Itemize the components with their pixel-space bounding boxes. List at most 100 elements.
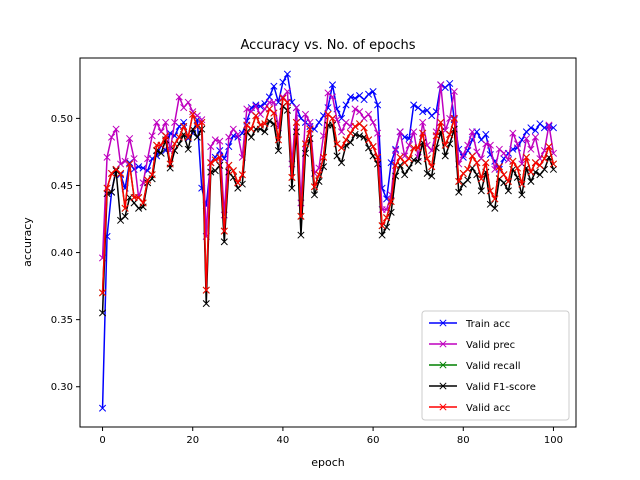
data-point — [211, 167, 219, 175]
data-point — [513, 164, 521, 172]
data-point — [540, 124, 548, 132]
y-tick-label: 0.40 — [51, 248, 73, 259]
data-point — [405, 164, 413, 172]
data-point — [283, 98, 291, 106]
data-point — [432, 132, 440, 140]
data-point — [477, 175, 485, 183]
data-point — [491, 204, 499, 212]
data-point — [423, 106, 431, 114]
data-point — [162, 118, 170, 126]
data-point — [234, 130, 242, 139]
data-point — [365, 144, 373, 152]
data-point — [243, 105, 251, 113]
data-point — [139, 199, 147, 207]
legend-label: Valid acc — [466, 403, 510, 414]
data-point — [328, 114, 337, 122]
data-point — [464, 141, 472, 149]
data-point — [392, 147, 400, 155]
data-point — [256, 110, 264, 118]
data-point — [527, 177, 535, 186]
data-point — [459, 151, 467, 159]
legend-item: Valid prec — [429, 340, 515, 351]
data-point — [423, 169, 431, 177]
data-point — [527, 145, 535, 153]
data-point — [360, 124, 368, 132]
data-point — [410, 156, 418, 164]
data-point — [135, 193, 143, 202]
data-point — [342, 101, 350, 109]
data-point — [117, 160, 125, 168]
data-point — [396, 153, 404, 161]
data-point — [265, 117, 273, 125]
data-point — [315, 171, 323, 179]
data-point — [144, 155, 152, 163]
data-point — [509, 157, 517, 165]
data-point — [545, 143, 553, 151]
data-point — [473, 159, 481, 167]
data-point — [450, 114, 458, 122]
data-point — [171, 118, 179, 126]
data-point — [477, 187, 485, 195]
data-point — [252, 102, 260, 110]
data-point — [274, 136, 282, 144]
data-point — [184, 133, 192, 141]
data-point — [423, 155, 431, 163]
data-point — [360, 96, 368, 104]
data-point — [383, 214, 391, 222]
data-point — [265, 93, 273, 101]
data-point — [328, 81, 337, 89]
data-point — [410, 128, 418, 136]
data-point — [428, 163, 436, 171]
data-point — [522, 153, 530, 161]
data-point — [238, 171, 246, 179]
data-point — [482, 159, 490, 167]
legend-label: Valid F1-score — [466, 382, 536, 393]
data-point — [495, 163, 503, 171]
data-point — [522, 134, 530, 143]
data-point — [175, 133, 183, 141]
data-point — [261, 128, 269, 136]
data-point — [450, 87, 458, 96]
legend-item: Valid recall — [429, 361, 521, 372]
data-point — [441, 152, 449, 160]
data-point — [531, 126, 539, 135]
data-point — [351, 122, 359, 130]
data-point — [283, 70, 291, 78]
data-point — [504, 156, 512, 164]
data-point — [216, 153, 224, 161]
data-point — [500, 179, 508, 187]
data-point — [297, 212, 305, 220]
data-point — [346, 93, 355, 101]
data-point — [437, 118, 445, 126]
data-point — [202, 299, 210, 308]
data-point — [274, 147, 282, 155]
data-point — [369, 87, 377, 96]
data-point — [428, 172, 436, 180]
data-point — [256, 121, 264, 129]
data-point — [337, 159, 346, 167]
data-point — [283, 87, 291, 96]
data-point — [392, 161, 400, 169]
data-point — [189, 110, 197, 118]
data-point — [504, 187, 512, 195]
data-point — [238, 180, 246, 188]
data-point — [536, 161, 544, 169]
legend-label: Train acc — [465, 319, 510, 330]
plot-frame — [79, 57, 577, 428]
data-point — [288, 184, 296, 192]
data-point — [369, 143, 377, 151]
data-point — [333, 116, 341, 124]
data-point — [500, 149, 508, 157]
data-point — [383, 223, 391, 231]
data-point — [401, 152, 409, 160]
x-tick-label: 80 — [457, 435, 470, 446]
y-tick-label: 0.30 — [51, 382, 73, 393]
data-point — [126, 160, 134, 168]
x-axis-label: epoch — [311, 456, 345, 469]
data-point — [180, 122, 188, 130]
series-layer — [98, 70, 558, 412]
data-point — [346, 129, 355, 137]
data-point — [378, 231, 386, 239]
legend: Train acc Valid prec Valid recall Valid F1-… — [421, 310, 570, 421]
data-point — [175, 93, 183, 101]
